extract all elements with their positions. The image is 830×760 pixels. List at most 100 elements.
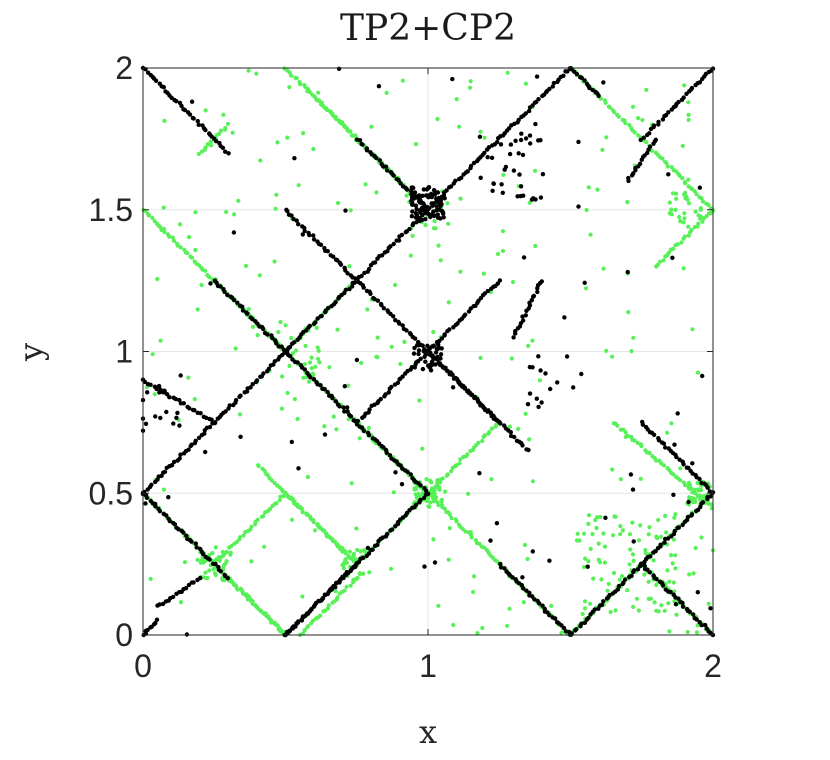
data-point — [438, 258, 443, 263]
data-point — [386, 390, 391, 395]
data-point — [661, 258, 666, 263]
data-point — [534, 74, 540, 79]
data-point — [194, 545, 199, 550]
data-point — [178, 245, 183, 250]
data-point — [232, 212, 237, 217]
data-point — [510, 279, 516, 285]
data-point — [447, 512, 453, 517]
data-point — [307, 360, 313, 365]
data-point — [236, 198, 241, 203]
data-point — [489, 426, 494, 431]
data-point — [502, 167, 507, 172]
data-point — [536, 97, 541, 102]
data-point — [398, 181, 403, 186]
data-point — [529, 197, 535, 202]
data-point — [499, 182, 504, 187]
data-point — [203, 108, 208, 113]
data-point — [196, 151, 201, 156]
data-point — [250, 324, 256, 329]
data-point — [689, 512, 695, 517]
data-point — [278, 629, 283, 634]
data-point — [495, 139, 500, 145]
data-point — [520, 443, 525, 448]
data-point — [420, 208, 425, 213]
data-point — [457, 124, 462, 129]
data-point — [316, 348, 321, 353]
data-point — [285, 208, 290, 214]
data-point — [431, 329, 436, 335]
data-point — [289, 517, 294, 522]
data-point — [161, 487, 166, 492]
data-point — [338, 262, 344, 267]
data-point — [478, 355, 483, 360]
data-point — [391, 241, 396, 247]
data-point — [148, 576, 153, 582]
data-point — [523, 81, 529, 86]
data-point — [518, 184, 524, 189]
data-point — [307, 232, 312, 238]
data-point — [662, 608, 667, 613]
data-point — [306, 379, 312, 384]
data-point — [294, 76, 299, 81]
data-point — [287, 85, 292, 90]
data-point — [695, 623, 700, 628]
data-point — [635, 567, 641, 572]
data-point — [234, 539, 239, 545]
data-point — [512, 121, 517, 127]
data-point — [302, 628, 307, 633]
data-point — [663, 513, 668, 519]
data-point — [469, 535, 474, 540]
data-point — [378, 396, 383, 402]
data-point — [617, 577, 622, 582]
data-point — [187, 235, 192, 240]
data-point — [157, 602, 162, 607]
data-point — [583, 556, 588, 561]
data-point — [630, 487, 636, 492]
data-point — [586, 185, 591, 190]
data-point — [631, 604, 636, 610]
data-point — [278, 319, 283, 325]
data-point — [289, 439, 294, 445]
data-point — [193, 541, 198, 546]
data-point — [423, 217, 428, 222]
data-point — [608, 609, 613, 615]
data-point — [428, 368, 434, 373]
data-point — [628, 472, 634, 477]
data-point — [257, 273, 262, 278]
data-point — [521, 586, 526, 591]
data-point — [582, 606, 588, 611]
data-point — [177, 456, 182, 461]
data-point — [355, 547, 360, 553]
data-point — [153, 620, 158, 626]
data-point — [387, 453, 393, 458]
data-point — [348, 583, 353, 588]
data-point — [700, 219, 705, 224]
data-point — [216, 555, 221, 560]
data-point — [283, 491, 288, 496]
data-point — [644, 87, 649, 92]
data-point — [316, 98, 321, 103]
data-point — [342, 560, 347, 566]
data-point — [195, 307, 200, 312]
data-point — [153, 414, 158, 419]
data-point — [687, 486, 693, 491]
data-point — [670, 255, 675, 260]
data-point — [680, 604, 686, 609]
data-point — [674, 191, 679, 196]
data-point — [658, 534, 664, 539]
data-point — [322, 387, 327, 392]
data-point — [221, 112, 226, 117]
data-point — [666, 250, 671, 255]
data-point — [162, 118, 167, 123]
data-point — [628, 547, 633, 552]
data-point — [300, 631, 306, 636]
data-point — [534, 396, 539, 401]
data-point — [177, 222, 183, 227]
data-point — [583, 286, 589, 291]
data-point — [548, 386, 553, 392]
data-point — [438, 362, 443, 367]
data-point — [171, 459, 177, 465]
data-point — [679, 240, 684, 245]
data-point — [431, 213, 437, 219]
